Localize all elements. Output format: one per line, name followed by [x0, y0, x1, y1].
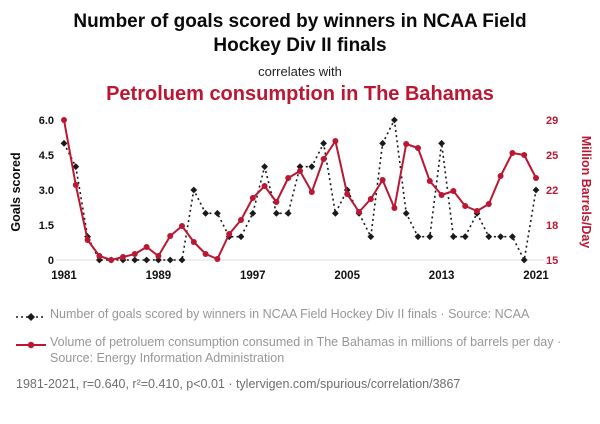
spurious-correlation-card: Number of goals scored by winners in NCA…: [0, 10, 600, 424]
legend-text-petroleum: Volume of petroluem consumption consumed…: [50, 334, 562, 365]
chart-svg: 0 1.5 3.0 4.5 6.0 15 18 22 25 29 1981 1989 1997 2005 2…: [39, 115, 559, 282]
svg-text:1981: 1981: [51, 270, 77, 282]
solid-line-circle-icon: [16, 334, 50, 355]
svg-text:25: 25: [546, 150, 558, 162]
svg-text:3.0: 3.0: [39, 185, 54, 197]
chart-subtitle: Petroluem consumption in The Bahamas: [106, 82, 494, 105]
svg-text:1997: 1997: [240, 270, 266, 282]
dotted-line-diamond-icon: [16, 306, 50, 327]
svg-text:2013: 2013: [429, 270, 455, 282]
svg-text:2005: 2005: [334, 270, 360, 282]
right-axis-label: Million Barrels/Day: [579, 135, 593, 248]
chart-area: 0 1.5 3.0 4.5 6.0 15 18 22 25 29 1981 1989 1997 2005 2…: [0, 110, 600, 294]
svg-text:6.0: 6.0: [39, 115, 54, 127]
stats-footer: 1981-2021, r=0.640, r²=0.410, p<0.01 · t…: [16, 377, 461, 391]
svg-text:1989: 1989: [146, 270, 172, 282]
svg-text:0: 0: [48, 255, 54, 267]
chart-title: Number of goals scored by winners in NCA…: [73, 11, 527, 56]
svg-text:15: 15: [546, 255, 558, 267]
svg-text:22: 22: [546, 185, 558, 197]
left-axis-label: Goals scored: [9, 151, 23, 232]
legend-item-petroleum: Volume of petroluem consumption consumed…: [16, 334, 580, 367]
svg-text:2021: 2021: [523, 270, 549, 282]
correlates-with-label: correlates with: [258, 63, 342, 79]
chart-legend: Number of goals scored by winners in NCA…: [0, 294, 600, 367]
chart-header: Number of goals scored by winners in NCA…: [0, 10, 600, 106]
svg-text:29: 29: [546, 115, 558, 127]
legend-text-goals: Number of goals scored by winners in NCA…: [50, 306, 530, 321]
svg-text:18: 18: [546, 220, 558, 232]
svg-text:4.5: 4.5: [39, 150, 54, 162]
svg-text:1.5: 1.5: [39, 220, 54, 232]
legend-item-goals: Number of goals scored by winners in NCA…: [16, 306, 580, 327]
